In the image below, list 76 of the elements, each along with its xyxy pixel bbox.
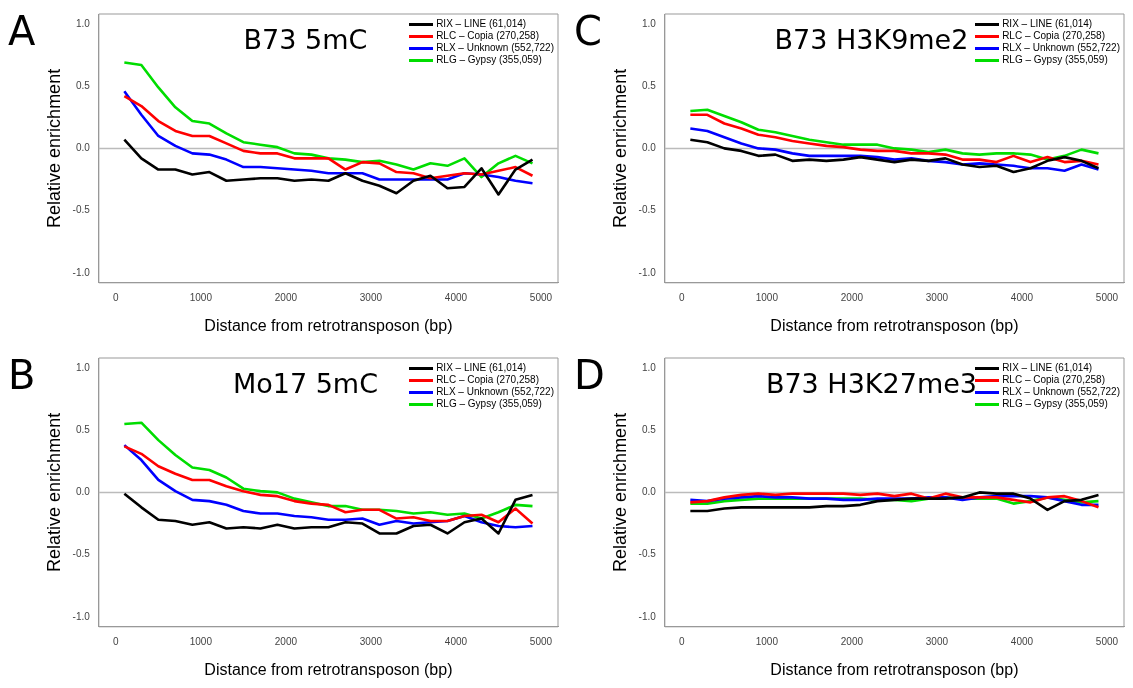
chart-title: Mo17 5mC xyxy=(232,368,378,399)
x-tick-label: 3000 xyxy=(925,291,949,303)
y-tick-label: 0.0 xyxy=(641,486,657,498)
y-tick-label: -0.5 xyxy=(72,204,91,216)
x-tick-label: 4000 xyxy=(1010,635,1034,647)
legend-label: RLC – Copia (270,258) xyxy=(436,30,539,42)
y-tick-label: -1.0 xyxy=(638,266,657,278)
y-tick-label: 0.0 xyxy=(75,486,91,498)
y-tick-label: -1.0 xyxy=(638,610,657,622)
x-axis-title: Distance from retrotransposon (bp) xyxy=(770,660,1019,678)
chart-title: B73 H3K27me3 xyxy=(765,368,978,399)
x-tick-label: 0 xyxy=(113,635,120,647)
y-tick-label: -0.5 xyxy=(72,548,91,560)
x-tick-label: 5000 xyxy=(529,291,553,303)
x-axis-title: Distance from retrotransposon (bp) xyxy=(770,316,1019,334)
y-tick-label: -0.5 xyxy=(638,204,657,216)
y-tick-label: 0.5 xyxy=(75,79,91,91)
legend-label: RLC – Copia (270,258) xyxy=(1002,374,1105,386)
y-axis-title: Relative enrichment xyxy=(43,68,64,228)
x-axis-title: Distance from retrotransposon (bp) xyxy=(204,660,453,678)
y-tick-label: 0.5 xyxy=(641,423,657,435)
y-axis-title: Relative enrichment xyxy=(609,68,630,228)
chart-title: B73 H3K9me2 xyxy=(774,24,969,55)
x-tick-label: 3000 xyxy=(359,635,383,647)
y-tick-label: 1.0 xyxy=(641,361,657,373)
x-tick-label: 2000 xyxy=(840,635,864,647)
x-tick-label: 4000 xyxy=(444,635,468,647)
x-tick-label: 4000 xyxy=(444,291,468,303)
y-tick-label: -1.0 xyxy=(72,610,91,622)
y-tick-label: 1.0 xyxy=(75,361,91,373)
legend-label: RIX – LINE (61,014) xyxy=(1002,18,1093,30)
x-tick-label: 5000 xyxy=(529,635,553,647)
legend-label: RIX – LINE (61,014) xyxy=(436,18,527,30)
x-tick-label: 5000 xyxy=(1095,635,1119,647)
legend-label: RLC – Copia (270,258) xyxy=(436,374,539,386)
y-tick-label: 1.0 xyxy=(75,17,91,29)
y-tick-label: -0.5 xyxy=(638,548,657,560)
y-axis-title: Relative enrichment xyxy=(43,412,64,572)
y-tick-label: 0.0 xyxy=(641,142,657,154)
x-tick-label: 3000 xyxy=(359,291,383,303)
x-tick-label: 1000 xyxy=(189,291,213,303)
x-tick-label: 1000 xyxy=(755,635,779,647)
x-tick-label: 2000 xyxy=(274,635,298,647)
legend-label: RLX – Unknown (552,722) xyxy=(1002,386,1120,398)
legend-label: RLG – Gypsy (355,059) xyxy=(436,54,542,66)
x-tick-label: 3000 xyxy=(925,635,949,647)
legend-label: RLG – Gypsy (355,059) xyxy=(436,398,542,410)
y-axis-title: Relative enrichment xyxy=(609,412,630,572)
y-tick-label: 0.0 xyxy=(75,142,91,154)
x-tick-label: 1000 xyxy=(755,291,779,303)
y-tick-label: 1.0 xyxy=(641,17,657,29)
legend-label: RIX – LINE (61,014) xyxy=(1002,362,1093,374)
x-tick-label: 4000 xyxy=(1010,291,1034,303)
x-tick-label: 0 xyxy=(113,291,120,303)
y-tick-label: 0.5 xyxy=(75,423,91,435)
legend-label: RLX – Unknown (552,722) xyxy=(436,42,554,54)
x-tick-label: 0 xyxy=(679,291,686,303)
y-tick-label: -1.0 xyxy=(72,266,91,278)
legend-label: RLG – Gypsy (355,059) xyxy=(1002,54,1108,66)
text: D xyxy=(574,352,605,398)
y-tick-label: 0.5 xyxy=(641,79,657,91)
x-tick-label: 2000 xyxy=(274,291,298,303)
legend-label: RLC – Copia (270,258) xyxy=(1002,30,1105,42)
x-tick-label: 1000 xyxy=(189,635,213,647)
chart-title: B73 5mC xyxy=(243,24,368,55)
x-tick-label: 2000 xyxy=(840,291,864,303)
x-tick-label: 5000 xyxy=(1095,291,1119,303)
x-tick-label: 0 xyxy=(679,635,686,647)
legend-label: RLG – Gypsy (355,059) xyxy=(1002,398,1108,410)
legend-label: RLX – Unknown (552,722) xyxy=(1002,42,1120,54)
text: A xyxy=(8,8,36,54)
x-axis-title: Distance from retrotransposon (bp) xyxy=(204,316,453,334)
legend-label: RIX – LINE (61,014) xyxy=(436,362,527,374)
text: C xyxy=(574,8,602,54)
legend-label: RLX – Unknown (552,722) xyxy=(436,386,554,398)
text: B xyxy=(8,352,36,398)
